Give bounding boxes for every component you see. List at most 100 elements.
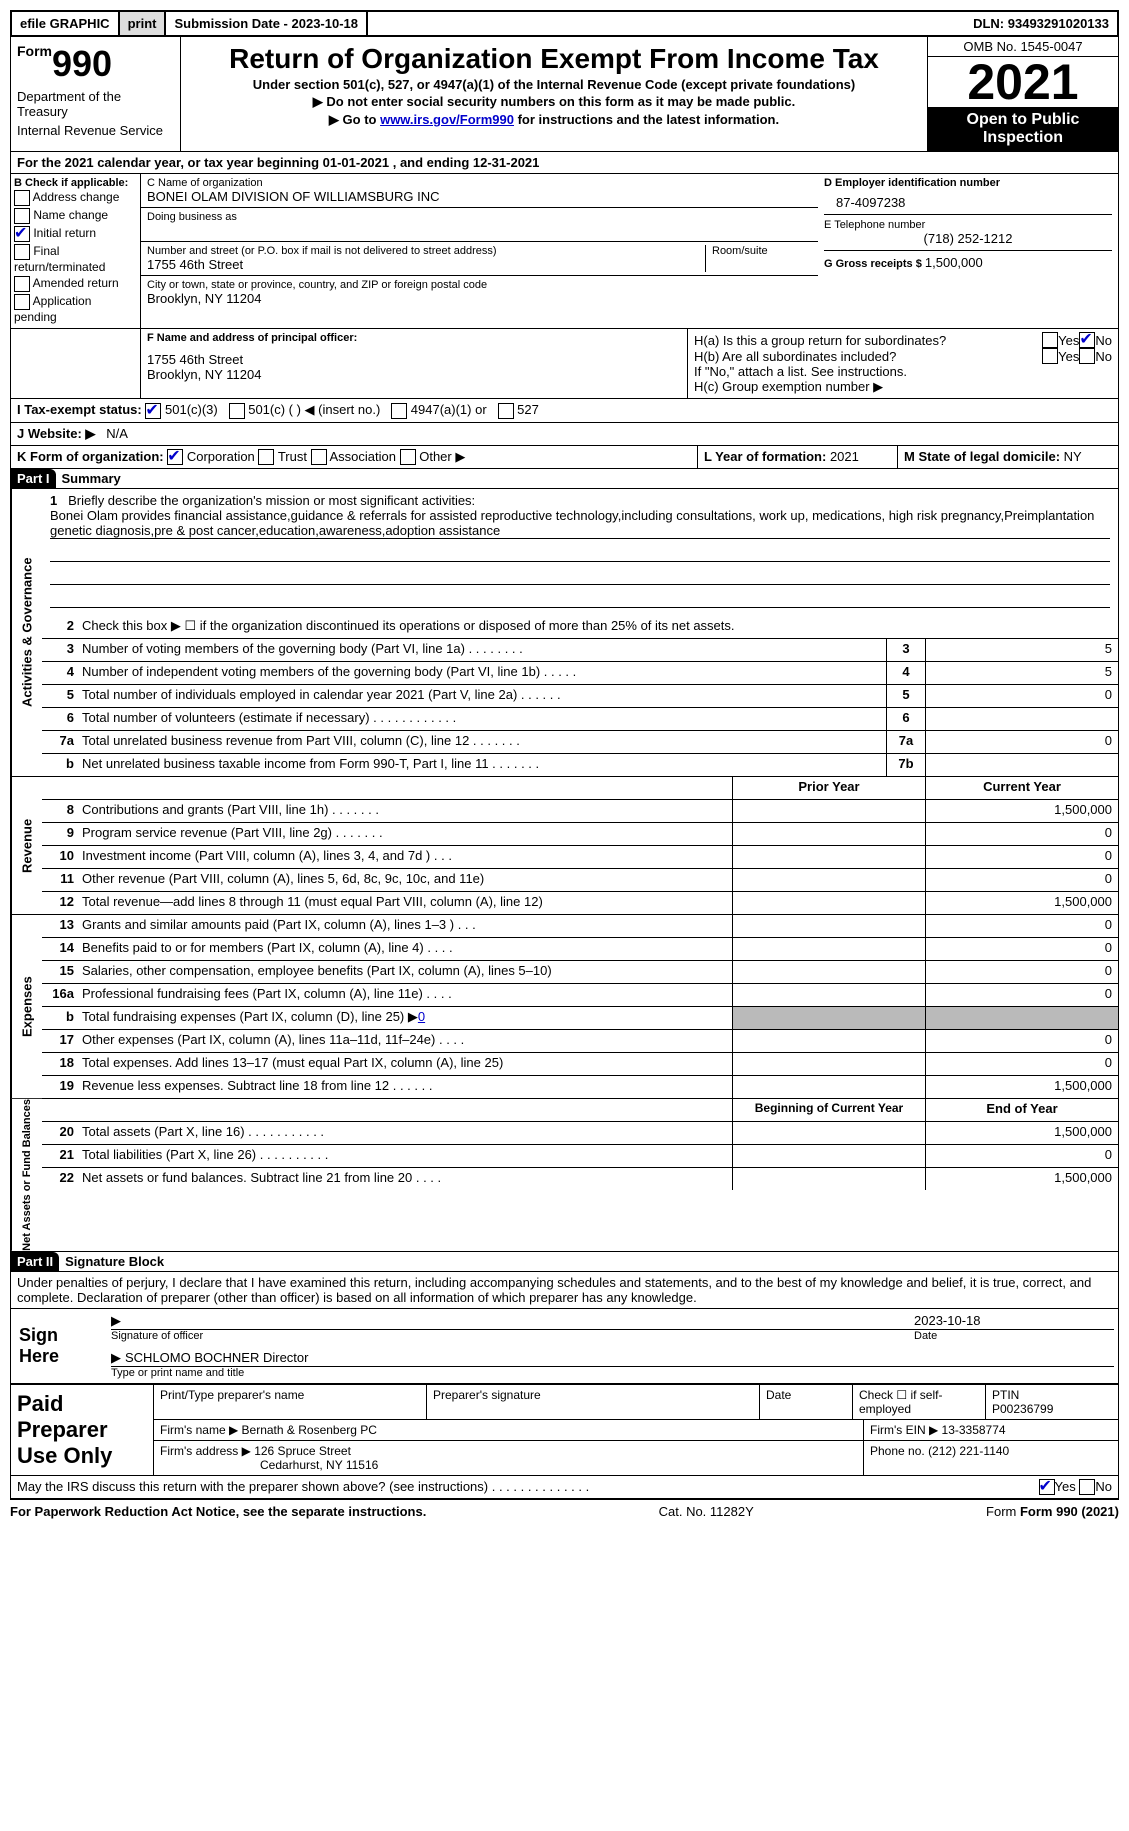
- officer-addr1: 1755 46th Street: [147, 352, 681, 367]
- section-FH: F Name and address of principal officer:…: [10, 329, 1119, 399]
- cb-501c3[interactable]: [145, 403, 161, 419]
- section-deg: D Employer identification number87-40972…: [818, 174, 1118, 328]
- vert-ag: Activities & Governance: [11, 489, 42, 776]
- cb-address-change[interactable]: Address change: [14, 189, 137, 207]
- form-subtitle: Under section 501(c), 527, or 4947(a)(1)…: [187, 77, 921, 92]
- cb-name-change[interactable]: Name change: [14, 207, 137, 225]
- val-8: 1,500,000: [925, 800, 1118, 822]
- form-title: Return of Organization Exempt From Incom…: [187, 43, 921, 75]
- val-14: 0: [925, 938, 1118, 960]
- officer-name: SCHLOMO BOCHNER Director: [125, 1350, 308, 1365]
- cb-assoc[interactable]: [311, 449, 327, 465]
- ein: 87-4097238: [824, 189, 1112, 210]
- year-formation: 2021: [830, 449, 859, 464]
- cb-trust[interactable]: [258, 449, 274, 465]
- ha-no[interactable]: [1079, 332, 1095, 348]
- revenue-section: Revenue Prior YearCurrent Year 8Contribu…: [10, 777, 1119, 915]
- firm-name: Bernath & Rosenberg PC: [242, 1423, 377, 1437]
- part2-header: Part II: [11, 1252, 59, 1271]
- part1-title: Summary: [56, 469, 127, 488]
- part1-header: Part I: [11, 469, 56, 488]
- irs-link[interactable]: www.irs.gov/Form990: [380, 112, 514, 127]
- form-number: Form990: [17, 43, 174, 85]
- cb-501c[interactable]: [229, 403, 245, 419]
- discuss-no[interactable]: [1079, 1479, 1095, 1495]
- val-5: 0: [925, 685, 1118, 707]
- cb-initial-return[interactable]: Initial return: [14, 225, 137, 243]
- cb-final-return[interactable]: Final return/terminated: [14, 243, 137, 275]
- form-header: Form990 Department of the Treasury Inter…: [10, 37, 1119, 152]
- vert-exp: Expenses: [11, 915, 42, 1098]
- website: N/A: [106, 426, 128, 441]
- mission-text: Bonei Olam provides financial assistance…: [50, 508, 1110, 539]
- val-9: 0: [925, 823, 1118, 845]
- instructions-link-row: ▶ Go to www.irs.gov/Form990 for instruct…: [187, 112, 921, 128]
- hb-no[interactable]: [1079, 348, 1095, 364]
- section-b: B Check if applicable: Address change Na…: [11, 174, 141, 328]
- tax-year: 2021: [928, 57, 1118, 107]
- hb-yes[interactable]: [1042, 348, 1058, 364]
- section-I: I Tax-exempt status: 501(c)(3) 501(c) ( …: [10, 399, 1119, 423]
- open-to-public: Open to Public Inspection: [928, 107, 1118, 151]
- cb-4947[interactable]: [391, 403, 407, 419]
- b-label: B Check if applicable:: [14, 177, 137, 189]
- cb-corp[interactable]: [167, 449, 183, 465]
- penalty-statement: Under penalties of perjury, I declare th…: [10, 1272, 1119, 1309]
- val-7b: [925, 754, 1118, 776]
- paid-preparer: Paid Preparer Use Only Print/Type prepar…: [10, 1384, 1119, 1476]
- phone: (718) 252-1212: [824, 231, 1112, 246]
- val-13: 0: [925, 915, 1118, 937]
- section-BCDE: B Check if applicable: Address change Na…: [10, 174, 1119, 329]
- ssn-warning: ▶ Do not enter social security numbers o…: [187, 94, 921, 110]
- hc-group-exemption: H(c) Group exemption number ▶: [694, 379, 1112, 395]
- dept-irs: Internal Revenue Service: [17, 123, 174, 138]
- val-6: [925, 708, 1118, 730]
- cb-527[interactable]: [498, 403, 514, 419]
- firm-phone: (212) 221-1140: [928, 1444, 1009, 1458]
- cb-other[interactable]: [400, 449, 416, 465]
- street-address: 1755 46th Street: [147, 257, 705, 272]
- section-c: C Name of organizationBONEI OLAM DIVISIO…: [141, 174, 818, 328]
- val-11: 0: [925, 869, 1118, 891]
- dept-treasury: Department of the Treasury: [17, 89, 174, 119]
- val-18: 0: [925, 1053, 1118, 1075]
- dln: DLN: 93493291020133: [965, 12, 1117, 35]
- submission-date: Submission Date - 2023-10-18: [166, 12, 368, 35]
- val-22: 1,500,000: [925, 1168, 1118, 1190]
- ha-yes[interactable]: [1042, 332, 1058, 348]
- expenses-section: Expenses 13Grants and similar amounts pa…: [10, 915, 1119, 1099]
- netassets-section: Net Assets or Fund Balances Beginning of…: [10, 1099, 1119, 1252]
- val-12: 1,500,000: [925, 892, 1118, 914]
- efile-label: efile GRAPHIC: [12, 12, 120, 35]
- state-domicile: NY: [1064, 449, 1082, 464]
- fundraising-link[interactable]: 0: [418, 1009, 425, 1024]
- city-state-zip: Brooklyn, NY 11204: [147, 291, 812, 306]
- val-4: 5: [925, 662, 1118, 684]
- section-a-year: For the 2021 calendar year, or tax year …: [11, 152, 1118, 173]
- org-name: BONEI OLAM DIVISION OF WILLIAMSBURG INC: [147, 189, 812, 204]
- val-19: 1,500,000: [925, 1076, 1118, 1098]
- firm-addr: 126 Spruce Street: [254, 1444, 351, 1458]
- vert-rev: Revenue: [11, 777, 42, 914]
- cb-app-pending[interactable]: Application pending: [14, 293, 137, 325]
- sign-date: 2023-10-18: [914, 1313, 1114, 1330]
- top-toolbar: efile GRAPHIC print Submission Date - 20…: [10, 10, 1119, 37]
- val-7a: 0: [925, 731, 1118, 753]
- val-3: 5: [925, 639, 1118, 661]
- ptin: P00236799: [992, 1402, 1112, 1416]
- page-footer: For Paperwork Reduction Act Notice, see …: [10, 1499, 1119, 1523]
- officer-addr2: Brooklyn, NY 11204: [147, 367, 681, 382]
- firm-ein: 13-3358774: [942, 1423, 1006, 1437]
- section-J: J Website: ▶ N/A: [10, 423, 1119, 446]
- val-20: 1,500,000: [925, 1122, 1118, 1144]
- activities-governance: Activities & Governance 1 Briefly descri…: [10, 489, 1119, 777]
- vert-na: Net Assets or Fund Balances: [11, 1099, 42, 1251]
- sign-here-label: Sign Here: [11, 1309, 107, 1383]
- val-21: 0: [925, 1145, 1118, 1167]
- val-15: 0: [925, 961, 1118, 983]
- print-button[interactable]: print: [120, 12, 167, 35]
- part2-title: Signature Block: [59, 1252, 170, 1271]
- cb-amended[interactable]: Amended return: [14, 275, 137, 293]
- discuss-yes[interactable]: [1039, 1479, 1055, 1495]
- dba-label: Doing business as: [147, 211, 812, 223]
